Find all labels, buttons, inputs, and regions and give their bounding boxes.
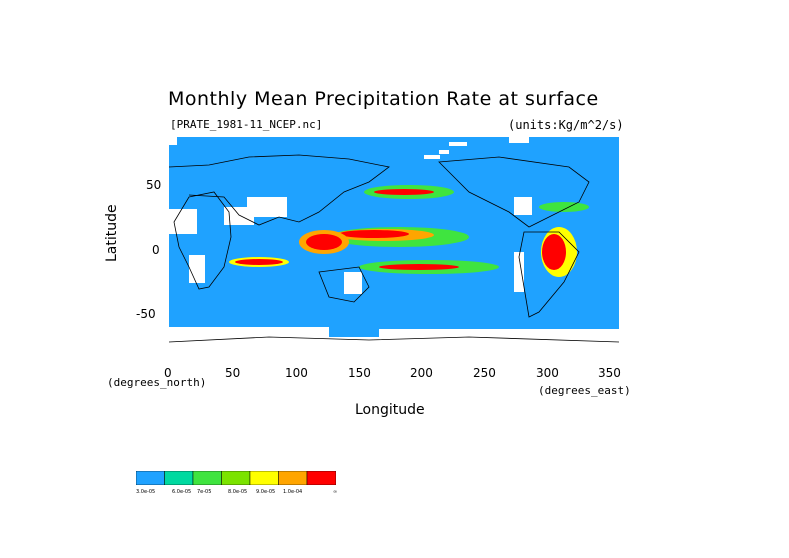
arctic-gap bbox=[169, 137, 177, 145]
y-axis-title: Latitude bbox=[104, 204, 120, 262]
colorbar-label: 1.0e-04 bbox=[283, 489, 303, 495]
colorbar-label: 8.0e-05 bbox=[228, 489, 248, 495]
antarctica-coast bbox=[169, 336, 619, 343]
pacific-itcz-core bbox=[339, 230, 409, 238]
x-axis-unit: (degrees_east) bbox=[538, 384, 631, 397]
eurasia-coast bbox=[169, 154, 390, 226]
x-axis-title: Longitude bbox=[355, 402, 425, 418]
colorbar-swatch bbox=[164, 471, 194, 485]
colorbar-label: 3.0e-05 bbox=[136, 489, 156, 495]
africa-gap bbox=[189, 255, 205, 283]
sa-gap bbox=[514, 252, 524, 292]
australia-coast bbox=[318, 266, 370, 303]
na-gap bbox=[514, 197, 532, 215]
y-tick-label: -50 bbox=[136, 307, 156, 321]
arctic-gap bbox=[424, 155, 440, 159]
antarctic-gap bbox=[169, 337, 619, 363]
x-tick-label: 100 bbox=[285, 366, 308, 380]
colorbar-label: 6.0e-05 bbox=[172, 489, 192, 495]
asia-gap bbox=[247, 197, 287, 217]
africa-coast bbox=[173, 191, 232, 290]
colorbar-label: ∞ bbox=[333, 489, 338, 495]
x-tick-label: 50 bbox=[225, 366, 241, 380]
y-tick-label: 0 bbox=[152, 243, 160, 257]
australia-gap bbox=[344, 272, 362, 294]
south-america-coast bbox=[518, 231, 580, 318]
antarctic-gap bbox=[379, 329, 619, 339]
x-tick-label: 350 bbox=[598, 366, 621, 380]
atlantic-band bbox=[539, 202, 589, 212]
arctic-gap bbox=[449, 142, 467, 146]
colorbar-swatch bbox=[221, 471, 251, 485]
y-tick-label: 50 bbox=[146, 178, 162, 192]
x-tick-label: 300 bbox=[536, 366, 559, 380]
colorbar-swatch bbox=[136, 471, 165, 485]
arabia-gap bbox=[224, 207, 254, 225]
africa-gap bbox=[169, 209, 197, 234]
amazon-core bbox=[542, 234, 566, 270]
no-data-areas bbox=[169, 137, 619, 363]
antarctic-gap bbox=[169, 327, 329, 337]
colorbar-swatch bbox=[306, 471, 336, 485]
north-pacific-core bbox=[374, 189, 434, 195]
y-axis-unit: (degrees_north) bbox=[107, 376, 207, 389]
colorbar-label: 9.0e-05 bbox=[256, 489, 276, 495]
file-label: [PRATE_1981-11_NCEP.nc] bbox=[170, 118, 323, 131]
precipitation-map bbox=[169, 137, 619, 363]
x-tick-label: 150 bbox=[348, 366, 371, 380]
spcz-core bbox=[379, 264, 459, 270]
north-america-coast bbox=[438, 156, 590, 228]
arctic-gap bbox=[509, 137, 529, 143]
colorbar bbox=[136, 471, 336, 485]
x-tick-label: 200 bbox=[410, 366, 433, 380]
x-tick-label: 250 bbox=[473, 366, 496, 380]
coastlines bbox=[169, 154, 619, 343]
maritime-continent-core bbox=[306, 234, 342, 250]
colorbar-swatch bbox=[249, 471, 279, 485]
x-tick-label: 0 bbox=[164, 366, 172, 380]
indian-ocean-core bbox=[235, 259, 283, 265]
colorbar-swatch bbox=[192, 471, 222, 485]
colorbar-label: 7e-05 bbox=[197, 489, 212, 495]
precip-bands bbox=[229, 185, 589, 277]
units-label: (units:Kg/m^2/s) bbox=[508, 118, 624, 132]
arctic-gap bbox=[439, 150, 449, 154]
colorbar-swatch bbox=[278, 471, 308, 485]
chart-title: Monthly Mean Precipitation Rate at surfa… bbox=[168, 88, 599, 110]
